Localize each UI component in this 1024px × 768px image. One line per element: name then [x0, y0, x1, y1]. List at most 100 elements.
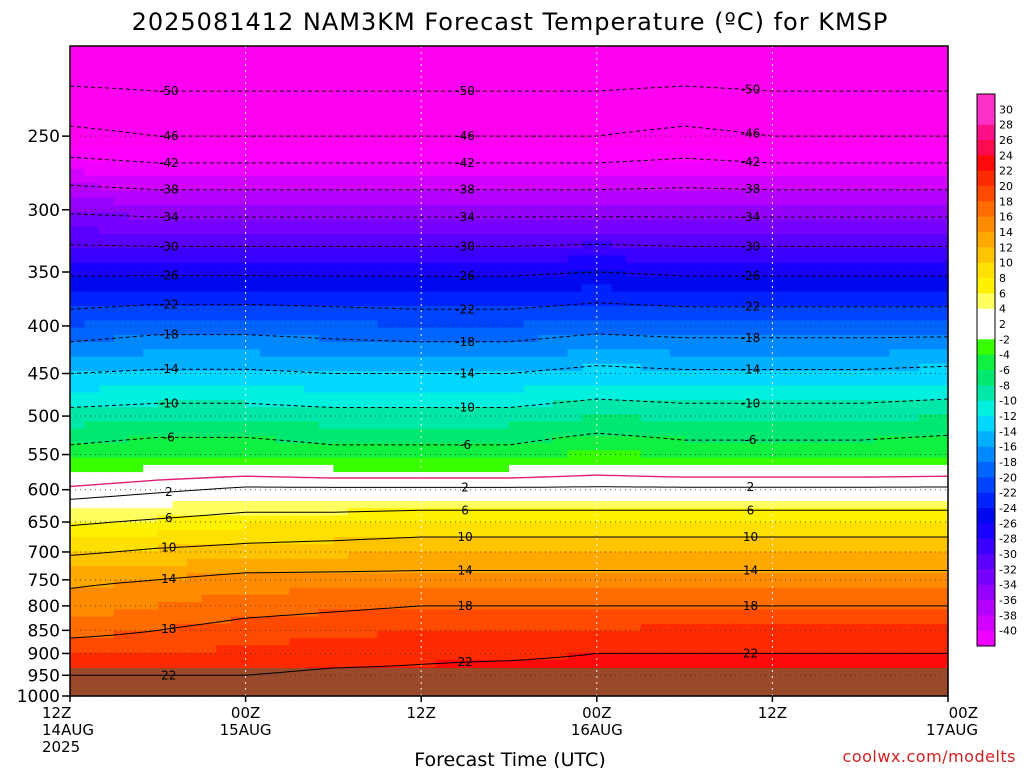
temperature-cell — [509, 529, 525, 538]
temperature-cell — [289, 443, 305, 451]
temperature-cell — [289, 125, 305, 134]
temperature-cell — [684, 67, 700, 76]
temperature-cell — [435, 334, 451, 343]
temperature-cell — [406, 436, 422, 444]
temperature-cell — [933, 74, 949, 83]
temperature-cell — [421, 566, 437, 574]
temperature-cell — [567, 53, 583, 61]
temperature-cell — [479, 269, 495, 278]
temperature-cell — [567, 327, 583, 336]
temperature-cell — [450, 529, 466, 538]
temperature-cell — [801, 349, 817, 358]
temperature-cell — [260, 204, 276, 213]
temperature-cell — [289, 111, 305, 119]
temperature-cell — [479, 320, 495, 329]
temperature-cell — [143, 566, 159, 574]
temperature-cell — [216, 248, 232, 256]
temperature-cell — [772, 566, 788, 574]
temperature-cell — [904, 407, 920, 415]
temperature-cell — [260, 428, 276, 437]
temperature-cell — [128, 60, 144, 69]
temperature-cell — [889, 573, 905, 581]
temperature-cell — [567, 67, 583, 76]
temperature-cell — [860, 248, 876, 256]
temperature-cell — [582, 407, 598, 415]
temperature-cell — [684, 479, 700, 488]
temperature-cell — [509, 501, 525, 509]
temperature-cell — [670, 407, 686, 415]
temperature-cell — [830, 53, 847, 61]
temperature-cell — [435, 385, 451, 394]
temperature-cell — [435, 515, 451, 524]
temperature-cell — [113, 60, 130, 69]
temperature-cell — [933, 118, 949, 126]
temperature-cell — [874, 515, 890, 524]
temperature-cell — [626, 190, 642, 199]
temperature-cell — [435, 204, 451, 213]
temperature-cell — [494, 53, 510, 61]
temperature-cell — [479, 515, 495, 524]
temperature-cell — [84, 573, 100, 581]
temperature-cell — [143, 197, 159, 206]
temperature-cell — [728, 587, 744, 596]
temperature-cell — [860, 46, 876, 54]
temperature-cell — [465, 493, 481, 502]
temperature-cell — [362, 262, 378, 271]
temperature-cell — [626, 515, 642, 524]
temperature-cell — [377, 197, 393, 206]
temperature-cell — [538, 118, 554, 126]
temperature-cell — [904, 623, 920, 632]
temperature-cell — [830, 313, 847, 321]
temperature-cell — [904, 450, 920, 459]
temperature-cell — [611, 594, 627, 603]
temperature-cell — [772, 204, 788, 213]
temperature-cell — [245, 291, 261, 300]
temperature-cell — [787, 349, 803, 358]
temperature-cell — [699, 212, 715, 220]
temperature-cell — [157, 103, 173, 112]
temperature-cell — [362, 219, 378, 228]
temperature-cell — [860, 508, 876, 516]
temperature-cell — [391, 602, 408, 610]
temperature-cell — [231, 291, 247, 300]
temperature-cell — [816, 594, 832, 603]
temperature-cell — [406, 255, 422, 264]
temperature-cell — [904, 248, 920, 256]
temperature-cell — [918, 82, 934, 90]
temperature-cell — [509, 269, 525, 278]
temperature-cell — [538, 551, 554, 560]
temperature-cell — [157, 479, 173, 488]
temperature-cell — [99, 147, 115, 155]
temperature-cell — [172, 226, 188, 235]
temperature-cell — [845, 501, 861, 509]
temperature-cell — [772, 436, 788, 444]
temperature-cell — [801, 67, 817, 76]
temperature-cell — [99, 363, 115, 372]
temperature-cell — [435, 573, 451, 581]
temperature-cell — [860, 342, 876, 350]
temperature-cell — [596, 580, 612, 589]
temperature-cell — [245, 74, 261, 83]
temperature-cell — [684, 501, 700, 509]
temperature-cell — [216, 190, 232, 199]
temperature-cell — [889, 551, 905, 560]
temperature-cell — [231, 479, 247, 488]
temperature-cell — [172, 631, 188, 639]
temperature-cell — [157, 464, 173, 473]
temperature-cell — [670, 631, 686, 639]
temperature-cell — [933, 443, 949, 451]
temperature-cell — [450, 472, 466, 480]
temperature-cell — [245, 587, 261, 596]
temperature-cell — [728, 392, 744, 401]
temperature-cell — [874, 277, 890, 285]
temperature-cell — [304, 53, 320, 61]
temperature-cell — [860, 197, 876, 206]
temperature-cell — [143, 255, 159, 264]
temperature-cell — [713, 313, 730, 321]
temperature-cell — [787, 291, 803, 300]
temperature-cell — [596, 147, 612, 155]
temperature-cell — [743, 67, 759, 76]
temperature-cell — [70, 60, 86, 69]
temperature-cell — [874, 147, 890, 155]
temperature-cell — [479, 385, 495, 394]
